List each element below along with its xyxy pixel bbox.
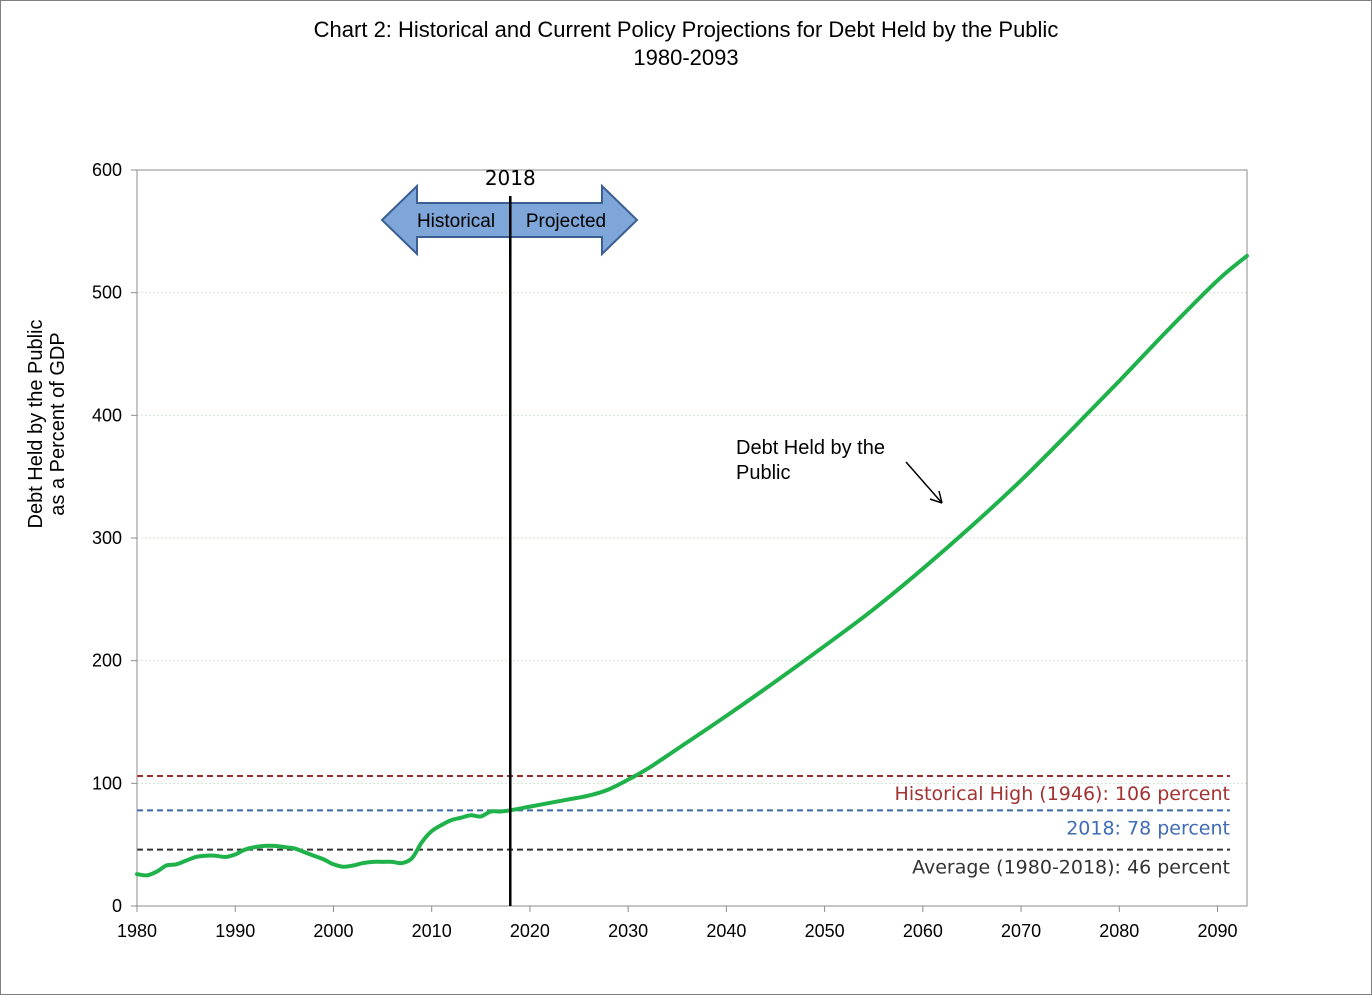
- y-axis-label-line2: as a Percent of GDP: [47, 332, 69, 515]
- y-tick-label-500: 500: [92, 283, 122, 303]
- annotation-pointer-head: [929, 490, 943, 504]
- y-tick-label-300: 300: [92, 528, 122, 548]
- series-line-0: [135, 253, 1249, 878]
- x-tick-label-2010: 2010: [412, 921, 452, 941]
- y-tick-label-100: 100: [92, 773, 122, 793]
- x-tick-label-2000: 2000: [313, 921, 353, 941]
- x-tick-label-2080: 2080: [1099, 921, 1139, 941]
- arrow-label-historical: Historical: [417, 211, 495, 232]
- chart-title: Chart 2: Historical and Current Policy P…: [0, 16, 1372, 72]
- divider-layer: 2018 Historical Projected: [380, 166, 639, 906]
- reference-label-0: Historical High (1946): 106 percent: [895, 783, 1230, 805]
- x-tick-label-1980: 1980: [117, 921, 157, 941]
- y-tick-label-0: 0: [112, 896, 122, 916]
- x-tick-label-1990: 1990: [215, 921, 255, 941]
- x-tick-label-2070: 2070: [1001, 921, 1041, 941]
- y-tick-label-600: 600: [92, 160, 122, 180]
- grid-lines: [137, 292, 1247, 784]
- reference-label-2: Average (1980-2018): 46 percent: [912, 857, 1230, 879]
- x-tick-label-2040: 2040: [706, 921, 746, 941]
- y-tick-label-400: 400: [92, 405, 122, 425]
- x-tick-label-2030: 2030: [608, 921, 648, 941]
- x-tick-label-2020: 2020: [510, 921, 550, 941]
- series-layer: [135, 253, 1249, 878]
- reference-lines: Historical High (1946): 106 percent 2018:…: [137, 774, 1230, 879]
- x-tick-label-2050: 2050: [805, 921, 845, 941]
- x-tick-label-2060: 2060: [903, 921, 943, 941]
- divider-label: 2018: [485, 166, 536, 190]
- series-annotation-line2: Public: [736, 462, 790, 484]
- annotation-pointer-line: [905, 461, 943, 504]
- annotation-layer: Debt Held by the Public: [736, 437, 943, 504]
- reference-label-1: 2018: 78 percent: [1066, 817, 1230, 839]
- chart-subtitle: 1980-2093: [633, 45, 739, 70]
- y-axis-label-line1: Debt Held by the Public: [25, 319, 47, 528]
- arrow-label-projected: Projected: [526, 211, 606, 232]
- x-tick-label-2090: 2090: [1198, 921, 1238, 941]
- axes: 0 100 200 300 400 500 600 1980 1990 2000 2010 2020 2…: [92, 160, 1247, 941]
- series-annotation-line1: Debt Held by the: [736, 437, 885, 459]
- y-tick-label-200: 200: [92, 651, 122, 671]
- chart-title-main: Chart 2: Historical and Current Policy P…: [313, 17, 1059, 42]
